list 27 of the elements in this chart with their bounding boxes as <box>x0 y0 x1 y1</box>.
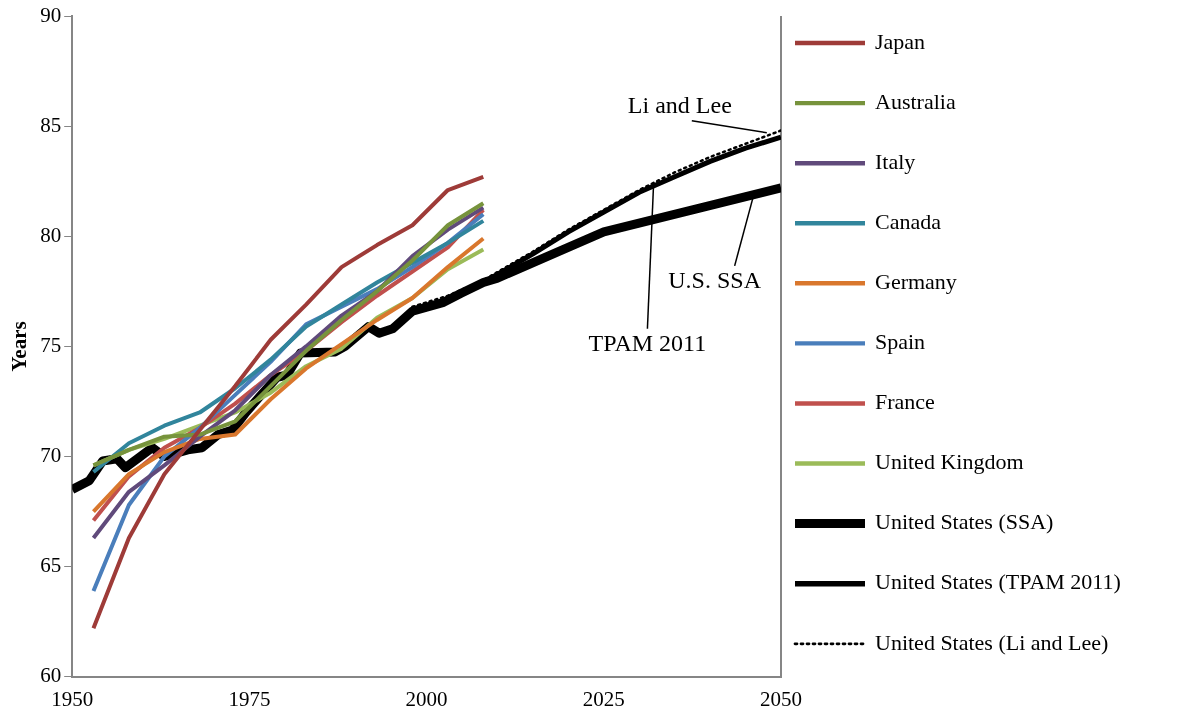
y-tick-label: 75 <box>40 332 62 357</box>
legend-label: United States (TPAM 2011) <box>875 569 1121 595</box>
legend-label: Australia <box>875 88 956 114</box>
legend-label: France <box>875 389 935 415</box>
x-tick-label: 1975 <box>228 686 271 711</box>
annotation: U.S. SSA <box>668 267 762 294</box>
legend-label: Germany <box>875 269 957 295</box>
annotation: TPAM 2011 <box>588 330 707 357</box>
y-axis-title: Years <box>7 321 32 372</box>
y-tick-label: 65 <box>40 553 62 578</box>
legend-label: Spain <box>875 329 926 355</box>
x-tick-label: 2050 <box>760 686 802 711</box>
legend-label: Italy <box>875 148 916 174</box>
x-tick-label: 2000 <box>405 686 448 711</box>
legend-label: United States (SSA) <box>875 509 1054 535</box>
legend-label: United States (Li and Lee) <box>875 629 1109 655</box>
x-tick-label: 2025 <box>582 686 625 711</box>
y-tick-label: 70 <box>40 443 62 468</box>
y-tick-label: 60 <box>40 663 62 688</box>
y-tick-label: 80 <box>40 222 62 247</box>
x-tick-label: 1950 <box>51 686 94 711</box>
y-tick-label: 90 <box>40 2 62 27</box>
legend-label: United Kingdom <box>875 449 1024 475</box>
annotation: Li and Lee <box>627 92 732 119</box>
legend-label: Japan <box>875 28 926 54</box>
legend-label: Canada <box>875 209 942 235</box>
y-tick-label: 85 <box>40 112 62 137</box>
